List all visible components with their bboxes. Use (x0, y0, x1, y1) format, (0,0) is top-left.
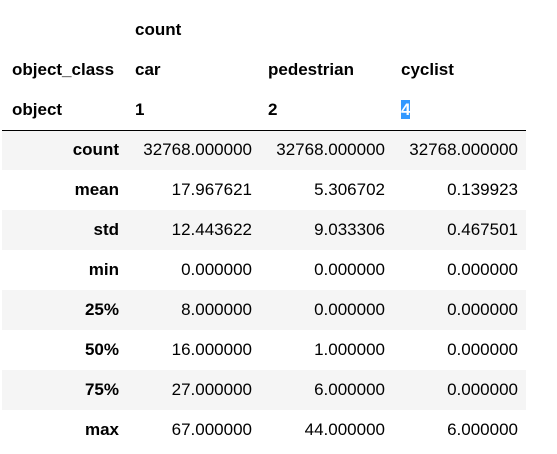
table-cell: 0.000000 (314, 260, 385, 279)
table-cell: 16.000000 (171, 340, 252, 359)
row-label-25pct: 25% (84, 300, 119, 319)
column-header-stat-empty-3 (393, 10, 526, 50)
column-header-stat-empty-2 (260, 10, 393, 50)
table-cell: 67.000000 (171, 420, 252, 439)
table-cell: 0.000000 (447, 300, 518, 319)
table-row: count 32768.000000 32768.000000 32768.00… (2, 130, 526, 170)
table-cell: 0.467501 (447, 220, 518, 239)
table-cell: 32768.000000 (276, 140, 385, 160)
column-header-stat: count (135, 20, 182, 39)
row-label-min: min (88, 260, 119, 279)
table-cell: 1.000000 (314, 340, 385, 359)
column-header-car: car (135, 60, 161, 79)
selected-text-highlight[interactable]: 4 (401, 99, 411, 119)
table-cell: 6.000000 (314, 380, 385, 399)
table-row: std 12.443622 9.033306 0.467501 (2, 210, 526, 250)
row-label-std: std (93, 220, 120, 239)
row-label-50pct: 50% (84, 340, 119, 359)
table-cell: 0.000000 (447, 380, 518, 399)
table-cell: 44.000000 (304, 420, 385, 439)
table-row: 50% 16.000000 1.000000 0.000000 (2, 330, 526, 370)
table-cell: 12.443622 (171, 220, 252, 239)
header-row-level-0: count (2, 10, 526, 50)
table-cell: 0.000000 (314, 300, 385, 319)
table-row: 75% 27.000000 6.000000 0.000000 (2, 370, 526, 410)
table-cell: 0.000000 (447, 340, 518, 359)
table-body: count 32768.000000 32768.000000 32768.00… (2, 130, 526, 450)
table-cell: 9.033306 (314, 220, 385, 239)
table-row: mean 17.967621 5.306702 0.139923 (2, 170, 526, 210)
table-cell: 0.000000 (181, 260, 252, 279)
table-cell: 17.967621 (171, 180, 252, 199)
column-header-cyclist: cyclist (401, 60, 454, 79)
header-row-level-2: object 1 2 4 (2, 90, 526, 131)
table-cell: 0.139923 (447, 180, 518, 199)
table-cell: 5.306702 (314, 180, 385, 199)
table-cell: 32768.000000 (143, 140, 252, 160)
index-name-level-0 (2, 10, 127, 50)
table-row: 25% 8.000000 0.000000 0.000000 (2, 290, 526, 330)
column-header-object-4: 4 (393, 90, 526, 131)
table-cell: 27.000000 (171, 380, 252, 399)
column-header-object-1: 1 (127, 90, 260, 131)
row-label-count: count (72, 140, 119, 160)
header-row-level-1: object_class car pedestrian cyclist (2, 50, 526, 90)
table-cell: 0.000000 (447, 260, 518, 279)
table-header: count object_class car pedestrian cyclis… (2, 10, 526, 131)
table-row: max 67.000000 44.000000 6.000000 (2, 410, 526, 450)
table-cell: 8.000000 (181, 300, 252, 319)
index-name-object: object (2, 90, 127, 131)
dataframe-table: count object_class car pedestrian cyclis… (2, 10, 526, 450)
row-label-mean: mean (74, 180, 119, 199)
table-cell: 32768.000000 (409, 140, 518, 160)
table-cell: 6.000000 (447, 420, 518, 439)
column-header-object-2: 2 (260, 90, 393, 131)
row-label-max: max (84, 420, 119, 439)
table-row: min 0.000000 0.000000 0.000000 (2, 250, 526, 290)
column-header-pedestrian: pedestrian (268, 60, 354, 79)
index-name-object-class: object_class (12, 60, 115, 79)
row-label-75pct: 75% (84, 380, 119, 399)
